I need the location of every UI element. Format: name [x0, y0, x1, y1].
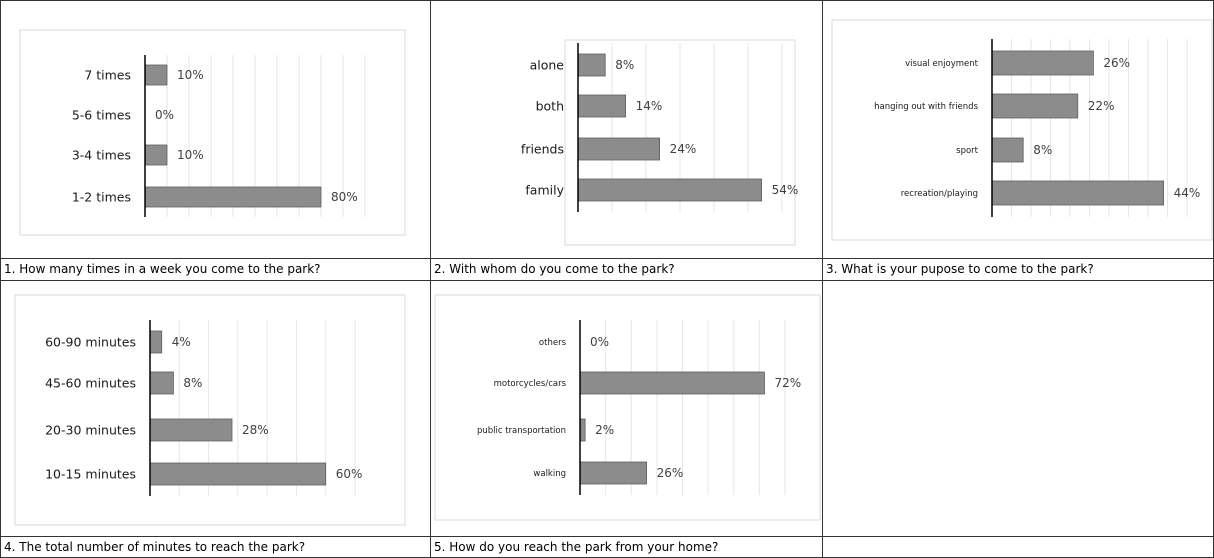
caption-times-per-week: 1. How many times in a week you come to …: [4, 262, 321, 276]
value-label: 0%: [155, 108, 174, 122]
value-label: 10%: [177, 68, 204, 82]
bar-alone: [577, 53, 606, 77]
value-label: 14%: [636, 99, 663, 113]
category-label: hanging out with friends: [874, 102, 978, 112]
category-label: 20-30 minutes: [45, 422, 136, 437]
chart-companions: alone 8% both 14% friends 24% family 54%: [521, 39, 799, 246]
category-label: both: [536, 98, 564, 113]
value-label: 60%: [336, 467, 363, 481]
cell-empty: [822, 280, 1214, 536]
table-border-top: [0, 0, 1214, 1]
bar-public-transportation: [579, 418, 586, 442]
chart-visits-per-week: 7 times 10% 5-6 times 0% 3-4 times 10% 1-2 tim…: [19, 29, 406, 236]
bar-visual-enjoyment: [991, 50, 1094, 76]
chart-visit-purpose: visual enjoyment 26% hanging out with frie…: [831, 19, 1213, 241]
category-label: 1-2 times: [72, 189, 131, 204]
value-label: 26%: [1103, 56, 1130, 70]
value-label: 22%: [1088, 99, 1115, 113]
category-label: family: [525, 182, 564, 197]
table-rule-caption-row-2-top: [0, 536, 1214, 537]
category-label: 60-90 minutes: [45, 334, 136, 349]
value-label: 4%: [172, 335, 191, 349]
bar-20-30-minutes: [149, 418, 233, 442]
bar-both: [577, 94, 626, 118]
value-label: 8%: [183, 376, 202, 390]
bar-45-60-minutes: [149, 371, 174, 395]
bar-1-2-times: [144, 186, 322, 208]
value-label: 24%: [670, 142, 697, 156]
value-label: 2%: [595, 423, 614, 437]
category-label: 5-6 times: [72, 107, 131, 122]
category-label: public transportation: [477, 426, 566, 436]
caption-with-whom: 2. With whom do you come to the park?: [434, 262, 675, 276]
bar-recreation-playing: [991, 180, 1165, 206]
value-label: 8%: [1033, 143, 1052, 157]
bar-motorcycles-cars: [579, 371, 765, 395]
bar-10-15-minutes: [149, 462, 327, 486]
bar-walking: [579, 461, 648, 485]
value-label: 80%: [331, 190, 358, 204]
table-rule-caption-row-1-top: [0, 258, 1214, 259]
category-label: 45-60 minutes: [45, 375, 136, 390]
chart-travel-minutes: 60-90 minutes 4% 45-60 minutes 8% 20-30 minu…: [14, 294, 406, 526]
bar-3-4-times: [144, 144, 168, 166]
chart-frame: [434, 294, 821, 521]
bar-family: [577, 178, 763, 202]
bar-hanging-out-with-friends: [991, 93, 1079, 119]
chart-travel-mode: others 0% motorcycles/cars 72% public transp…: [434, 294, 821, 521]
caption-minutes-to-park: 4. The total number of minutes to reach …: [4, 540, 306, 554]
value-label: 8%: [615, 58, 634, 72]
caption-transport-mode: 5. How do you reach the park from your h…: [434, 540, 719, 554]
value-label: 26%: [657, 466, 684, 480]
category-label: sport: [956, 146, 979, 156]
table-rule-col-2: [822, 0, 823, 558]
category-label: 7 times: [84, 67, 131, 82]
value-label: 72%: [775, 376, 802, 390]
category-label: 10-15 minutes: [45, 466, 136, 481]
value-label: 10%: [177, 148, 204, 162]
caption-purpose: 3. What is your pupose to come to the pa…: [826, 262, 1094, 276]
category-label: friends: [521, 141, 564, 156]
category-label: visual enjoyment: [905, 59, 979, 69]
table-border-left: [0, 0, 1, 558]
category-label: others: [539, 338, 567, 348]
table-rule-col-1: [430, 0, 431, 558]
table-rule-caption-row-1-bottom: [0, 280, 1214, 281]
category-label: 3-4 times: [72, 147, 131, 162]
bar-60-90-minutes: [149, 330, 163, 354]
value-label: 54%: [772, 183, 799, 197]
category-label: motorcycles/cars: [494, 379, 567, 389]
bar-friends: [577, 137, 660, 161]
category-label: recreation/playing: [901, 189, 978, 199]
category-label: walking: [533, 469, 566, 479]
bar-sport: [991, 137, 1024, 163]
bar-7-times: [144, 64, 168, 86]
value-label: 44%: [1174, 186, 1201, 200]
chart-frame: [14, 294, 406, 526]
value-label: 28%: [242, 423, 269, 437]
category-label: alone: [530, 57, 565, 72]
value-label: 0%: [590, 335, 609, 349]
